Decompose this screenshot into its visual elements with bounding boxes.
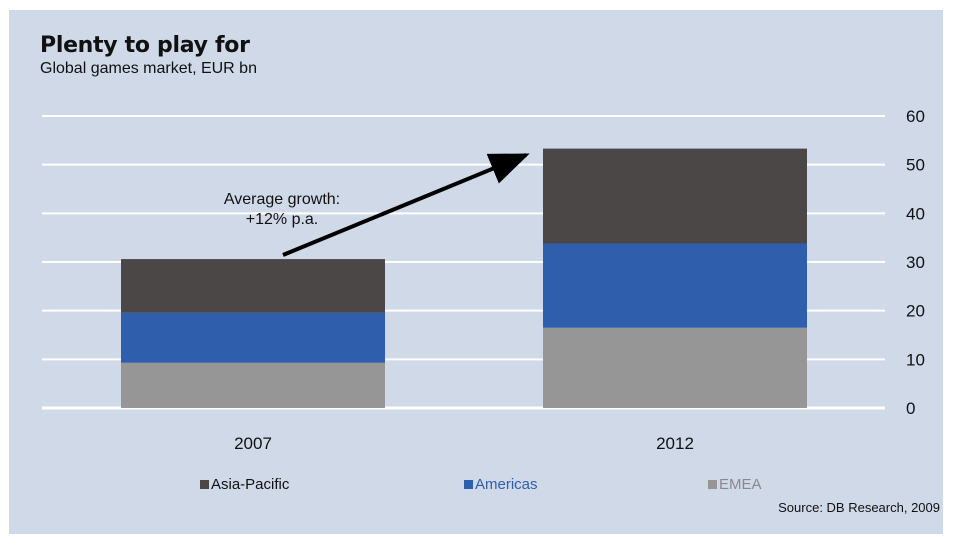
source-note: Source: DB Research, 2009 [778, 500, 940, 515]
legend-swatch [464, 480, 473, 489]
y-tick-label: 40 [906, 204, 925, 223]
growth-annotation-line1: Average growth: [224, 191, 340, 208]
bar-segment [121, 312, 385, 363]
y-tick-label: 60 [906, 107, 925, 126]
legend-label: EMEA [719, 476, 762, 493]
bar-segment [121, 362, 385, 408]
chart-subtitle: Global games market, EUR bn [40, 60, 257, 77]
y-tick-label: 30 [906, 253, 925, 272]
growth-arrow [282, 153, 530, 257]
legend-item: EMEA [708, 476, 762, 493]
bar-segment [543, 327, 807, 408]
legend-label: Americas [475, 476, 538, 493]
bar-segment [543, 148, 807, 244]
legend-item: Asia-Pacific [200, 476, 289, 493]
legend-swatch [708, 480, 717, 489]
y-tick-label: 20 [906, 302, 925, 321]
x-tick-label: 2007 [234, 434, 272, 453]
y-tick-label: 50 [906, 156, 925, 175]
chart-title: Plenty to play for [40, 33, 250, 58]
legend-item: Americas [464, 476, 538, 493]
legend-label: Asia-Pacific [211, 476, 290, 493]
bar-segment [121, 259, 385, 313]
y-tick-label: 0 [906, 399, 915, 418]
y-tick-label: 10 [906, 350, 925, 369]
x-tick-label: 2012 [656, 434, 694, 453]
legend-swatch [200, 480, 209, 489]
bar-segment [543, 243, 807, 328]
growth-annotation-line2: +12% p.a. [246, 211, 319, 228]
